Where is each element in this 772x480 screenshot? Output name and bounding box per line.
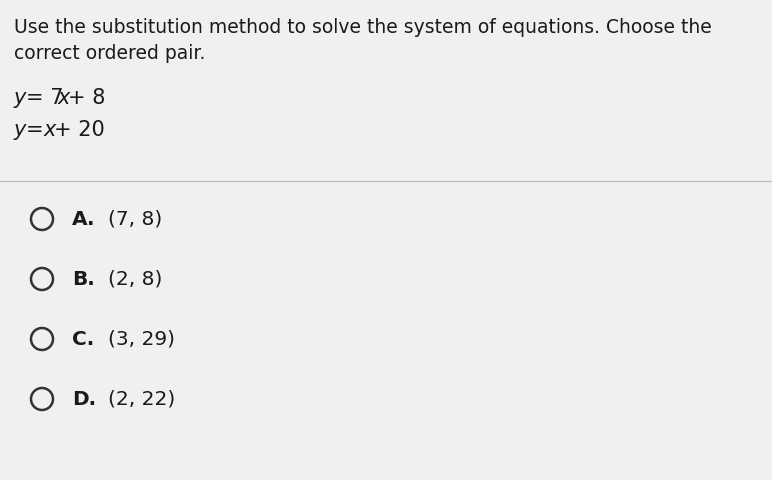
Text: B.: B. <box>72 269 95 288</box>
Text: x: x <box>44 120 56 140</box>
Text: (2, 22): (2, 22) <box>108 389 175 408</box>
Text: y: y <box>14 120 26 140</box>
Text: D.: D. <box>72 389 96 408</box>
Text: + 20: + 20 <box>54 120 105 140</box>
Text: y: y <box>14 88 26 108</box>
Text: (7, 8): (7, 8) <box>108 210 162 228</box>
Text: x: x <box>58 88 70 108</box>
Text: C.: C. <box>72 329 94 348</box>
Text: correct ordered pair.: correct ordered pair. <box>14 44 205 63</box>
Text: + 8: + 8 <box>68 88 105 108</box>
Text: (3, 29): (3, 29) <box>108 329 175 348</box>
Text: =: = <box>26 120 44 140</box>
Text: = 7: = 7 <box>26 88 63 108</box>
Text: (2, 8): (2, 8) <box>108 269 162 288</box>
Text: A.: A. <box>72 210 96 228</box>
Text: Use the substitution method to solve the system of equations. Choose the: Use the substitution method to solve the… <box>14 18 712 37</box>
